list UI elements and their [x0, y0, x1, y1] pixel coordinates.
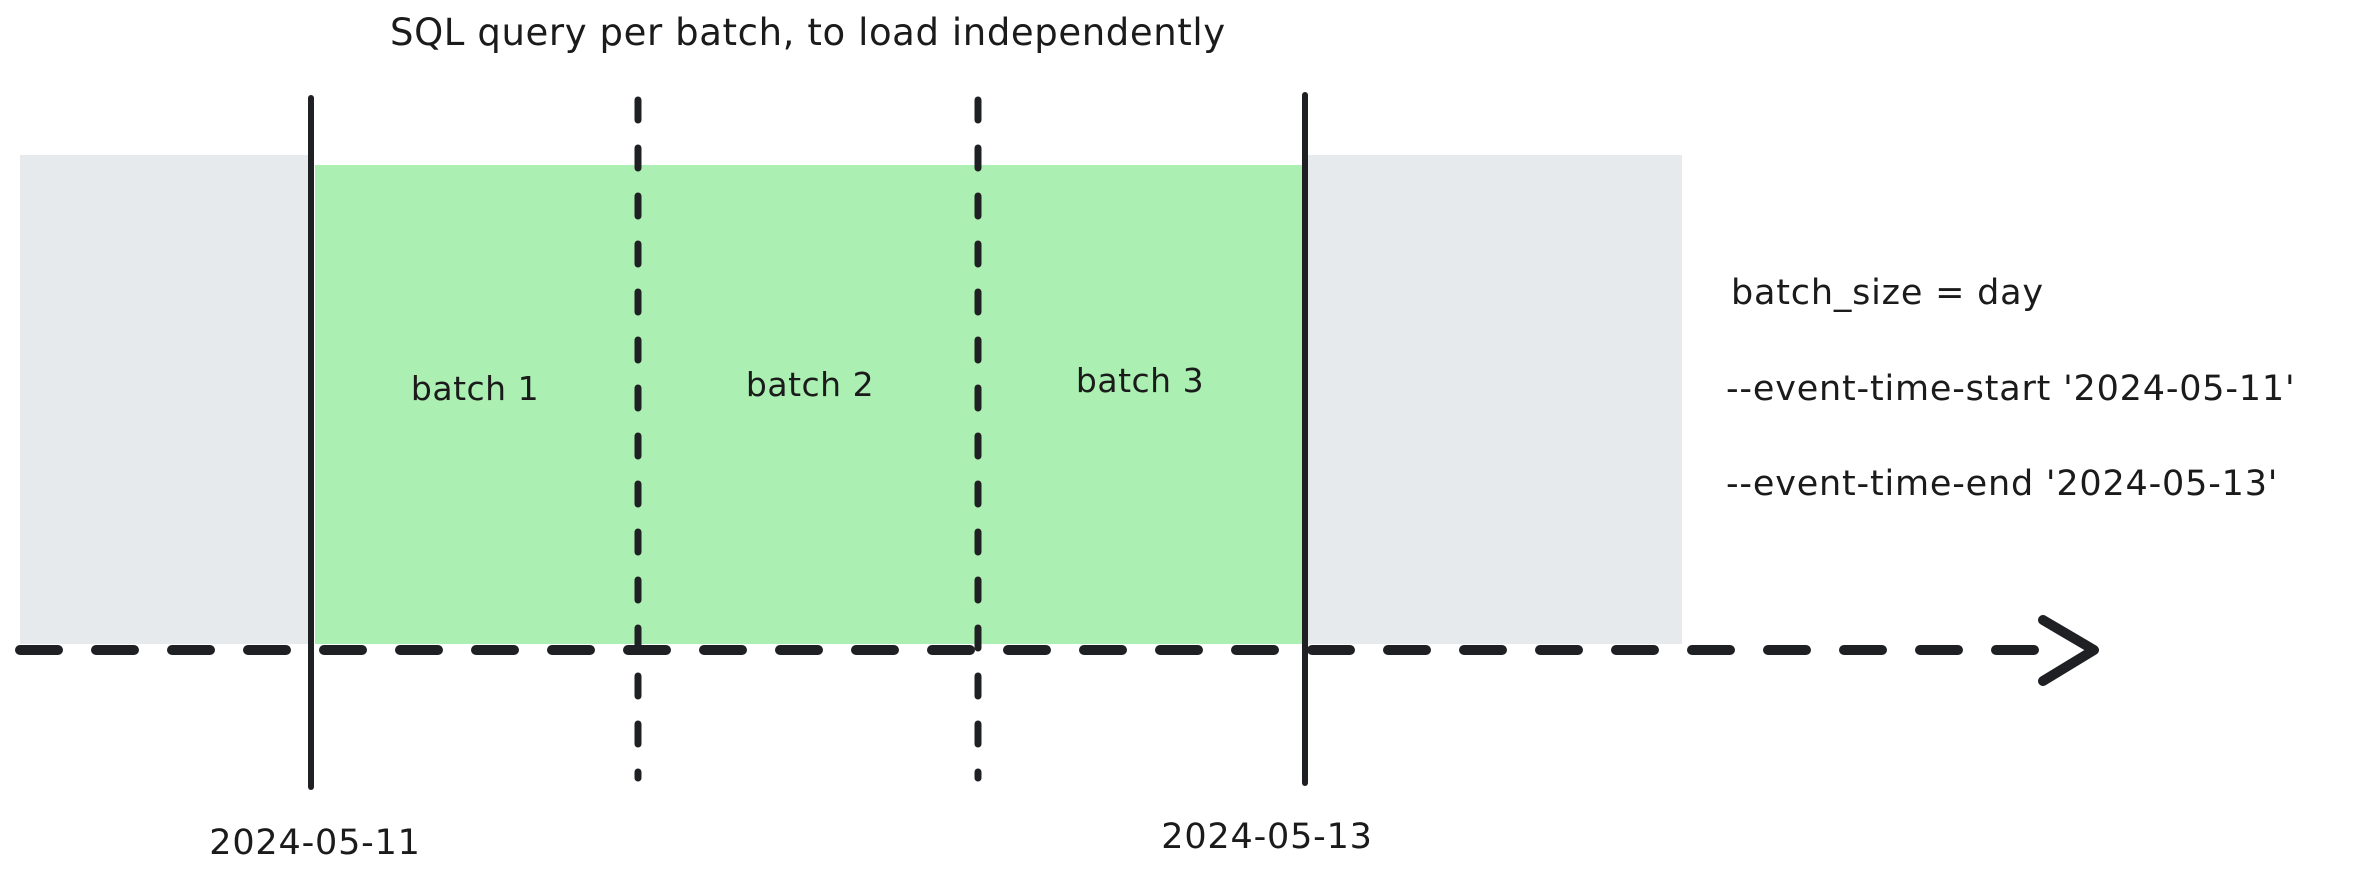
end-date-label: 2024-05-13 [1161, 817, 1372, 857]
batch-window-fill [315, 165, 1305, 644]
diagram-title: SQL query per batch, to load independent… [390, 11, 1226, 54]
annotation-event-time-end: --event-time-end '2024-05-13' [1726, 464, 2278, 504]
annotation-batch-size: batch_size = day [1731, 273, 2044, 313]
annotation-event-time-start: --event-time-start '2024-05-11' [1726, 369, 2295, 409]
region-before-range [20, 155, 312, 644]
start-date-label: 2024-05-11 [209, 823, 420, 863]
batch-label-3: batch 3 [1076, 361, 1204, 400]
region-after-range [1307, 155, 1682, 644]
batch-label-2: batch 2 [746, 365, 874, 404]
batch-label-1: batch 1 [411, 369, 539, 408]
time-axis-arrow-icon [2038, 615, 2099, 686]
